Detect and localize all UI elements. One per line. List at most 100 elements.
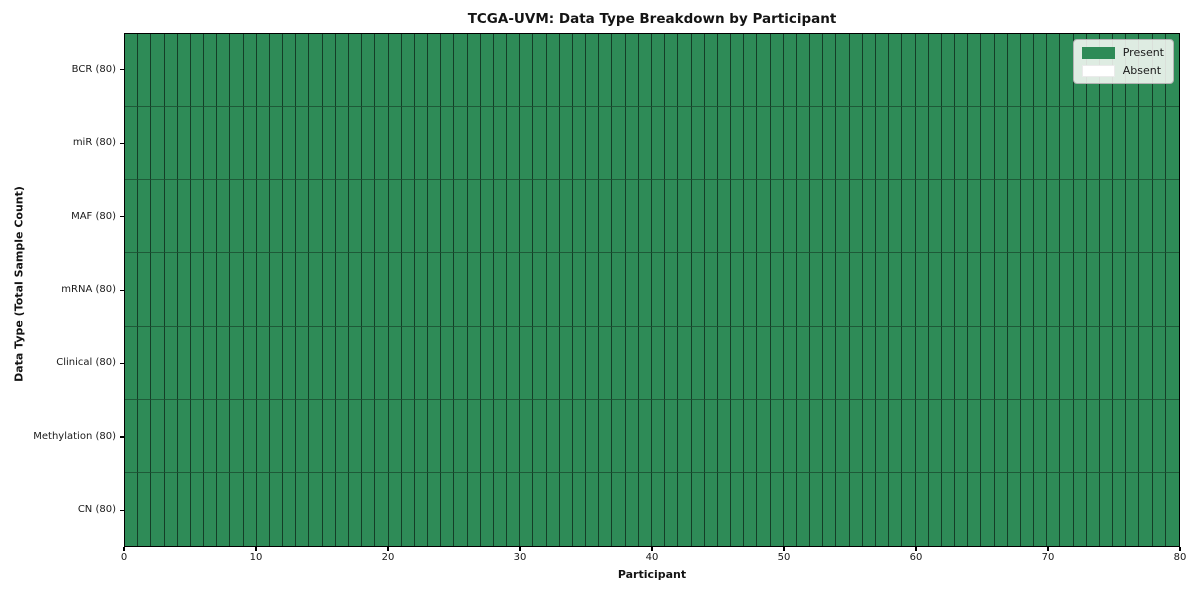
grid-cell [586, 253, 600, 327]
grid-cell [256, 34, 270, 108]
grid-cell [1113, 399, 1127, 473]
grid-cell [480, 253, 494, 327]
grid-cell [1020, 180, 1035, 254]
grid-cell [902, 34, 916, 108]
grid-cell [862, 326, 876, 400]
grid-cell [375, 34, 389, 108]
grid-cell [493, 253, 508, 327]
grid-cell [441, 399, 455, 473]
grid-cell [1139, 472, 1153, 546]
grid-cell [138, 34, 152, 108]
grid-cell [467, 180, 481, 254]
grid-cell [836, 399, 850, 473]
grid-cell [533, 399, 547, 473]
grid-cell [164, 107, 178, 181]
grid-cell [1034, 326, 1048, 400]
grid-cell [414, 326, 429, 400]
grid-cell [1007, 34, 1021, 108]
grid-cell [1007, 107, 1021, 181]
grid-cell [928, 326, 942, 400]
grid-cell [968, 399, 982, 473]
grid-cell [1165, 326, 1179, 400]
grid-cell [190, 399, 205, 473]
grid-cell [796, 399, 811, 473]
grid-cell [151, 34, 165, 108]
grid-cell [1086, 253, 1100, 327]
grid-cell [823, 180, 837, 254]
grid-cell [362, 253, 376, 327]
grid-cell [362, 107, 376, 181]
grid-cell [744, 107, 758, 181]
x-tick-mark [519, 547, 521, 551]
grid-cell [731, 399, 745, 473]
grid-cell [546, 253, 560, 327]
grid-cell [243, 326, 257, 400]
grid-cell [625, 253, 639, 327]
grid-cell [283, 326, 297, 400]
grid-cell [1099, 472, 1114, 546]
grid-cell [1126, 399, 1140, 473]
grid-cell [678, 326, 692, 400]
grid-cell [1126, 180, 1140, 254]
grid-cell [757, 253, 771, 327]
grid-cell [454, 399, 468, 473]
x-tick-label: 20 [381, 552, 395, 563]
grid-cell [731, 326, 745, 400]
grid-cell [309, 399, 323, 473]
grid-cell [994, 326, 1008, 400]
grid-cell [1152, 107, 1166, 181]
grid-cell [796, 34, 811, 108]
grid-cell [269, 180, 284, 254]
grid-cell [928, 399, 942, 473]
grid-cell [283, 34, 297, 108]
grid-cell [652, 472, 666, 546]
grid-cell [928, 180, 942, 254]
grid-cell [717, 399, 732, 473]
present-swatch [1081, 46, 1115, 59]
grid-cell [1047, 107, 1061, 181]
grid-cell [941, 326, 956, 400]
grid-cell [849, 326, 863, 400]
grid-cell [981, 253, 995, 327]
grid-cell [981, 399, 995, 473]
grid-cell [348, 399, 363, 473]
grid-cell [849, 472, 863, 546]
grid-cell [480, 399, 494, 473]
grid-cell [507, 472, 521, 546]
grid-cell [889, 399, 903, 473]
grid-cell [678, 107, 692, 181]
grid-cell [875, 107, 890, 181]
grid-cell [1060, 180, 1074, 254]
grid-cell [572, 180, 587, 254]
grid-cell [1152, 326, 1166, 400]
presence-grid [125, 34, 1179, 546]
grid-cell [388, 326, 402, 400]
grid-cell [902, 180, 916, 254]
grid-cell [217, 399, 231, 473]
plot-area [124, 33, 1180, 547]
grid-cell [348, 107, 363, 181]
grid-cell [586, 399, 600, 473]
grid-cell [190, 326, 205, 400]
grid-cell [335, 253, 349, 327]
grid-cell [915, 472, 929, 546]
grid-cell [915, 253, 929, 327]
grid-cell [625, 107, 639, 181]
grid-cell [256, 326, 270, 400]
grid-cell [862, 399, 876, 473]
grid-cell [691, 34, 705, 108]
grid-cell [744, 180, 758, 254]
grid-cell [493, 34, 508, 108]
grid-cell [652, 326, 666, 400]
grid-cell [467, 399, 481, 473]
grid-cell [731, 180, 745, 254]
grid-cell [125, 326, 139, 400]
grid-cell [968, 472, 982, 546]
legend-label-present: Present [1122, 46, 1164, 59]
grid-cell [599, 399, 613, 473]
grid-cell [362, 34, 376, 108]
grid-cell [1165, 107, 1179, 181]
grid-cell [256, 472, 270, 546]
grid-cell [638, 472, 652, 546]
grid-cell [401, 107, 415, 181]
